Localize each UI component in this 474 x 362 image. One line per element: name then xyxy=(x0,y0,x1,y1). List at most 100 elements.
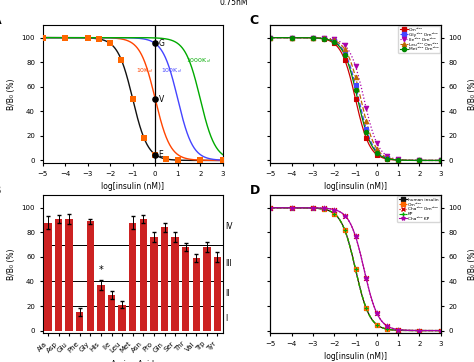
Point xyxy=(394,157,402,163)
Point xyxy=(394,157,402,163)
Point xyxy=(152,41,159,46)
Point xyxy=(383,326,391,332)
Point xyxy=(416,157,423,163)
Point xyxy=(288,35,295,41)
Point xyxy=(437,157,445,163)
Point xyxy=(373,322,381,328)
X-axis label: log[insulin (nM)]: log[insulin (nM)] xyxy=(324,352,387,361)
Point xyxy=(152,152,159,157)
Point xyxy=(319,35,327,41)
Point xyxy=(266,35,274,41)
Text: 10K$_d$: 10K$_d$ xyxy=(136,66,153,75)
Text: G: G xyxy=(159,39,164,48)
Bar xyxy=(44,223,52,331)
Point xyxy=(416,328,423,333)
Point xyxy=(330,207,338,212)
Point xyxy=(352,63,359,69)
Point xyxy=(319,36,327,42)
Point xyxy=(341,42,348,48)
Point xyxy=(362,275,370,281)
Point xyxy=(288,35,295,41)
Y-axis label: B/B₀ (%): B/B₀ (%) xyxy=(7,78,16,110)
Point xyxy=(383,153,391,159)
Point xyxy=(309,35,317,41)
Bar xyxy=(182,247,190,331)
Point xyxy=(383,326,391,332)
Point xyxy=(341,52,348,58)
Legend: Ornᴭ²⁹, Glyᴭ²⁴ Ornᴭ²⁹, Ileᴭ²⁴ Ornᴭ²⁹, Leuᴭ²⁴ Ornᴭ²⁹, Metᴭ²⁴ Ornᴭ²⁹: Ornᴭ²⁹, Glyᴭ²⁴ Ornᴭ²⁹, Ileᴭ²⁴ Ornᴭ²⁹, Le… xyxy=(398,26,440,52)
Y-axis label: B/B₀ (%): B/B₀ (%) xyxy=(467,78,474,110)
Point xyxy=(266,35,274,41)
Point xyxy=(373,140,381,146)
Point xyxy=(394,327,402,333)
Point xyxy=(309,205,317,211)
Point xyxy=(288,205,295,211)
Point xyxy=(437,157,445,163)
Point xyxy=(437,157,445,163)
Point xyxy=(39,35,46,41)
Bar xyxy=(214,257,221,331)
Point xyxy=(394,327,402,333)
Point xyxy=(330,211,338,216)
Point xyxy=(383,155,391,160)
Point xyxy=(341,227,348,233)
Point xyxy=(341,57,348,63)
Text: C: C xyxy=(250,14,259,28)
X-axis label: Amino Acid: Amino Acid xyxy=(111,360,154,362)
X-axis label: log[insulin (nM)]: log[insulin (nM)] xyxy=(101,182,164,191)
Point xyxy=(394,157,402,163)
Point xyxy=(341,227,348,233)
Point xyxy=(352,74,359,80)
Point xyxy=(266,35,274,41)
Point xyxy=(309,205,317,211)
Point xyxy=(373,149,381,155)
Point xyxy=(362,105,370,111)
Point xyxy=(373,146,381,152)
Point xyxy=(330,37,338,42)
Point xyxy=(118,57,125,63)
Text: Insulin
0.75nM: Insulin 0.75nM xyxy=(220,0,248,7)
Point xyxy=(437,157,445,163)
Text: D: D xyxy=(250,185,260,198)
Point xyxy=(416,157,423,163)
Point xyxy=(330,38,338,43)
Point xyxy=(309,35,317,41)
Point xyxy=(437,328,445,333)
Point xyxy=(341,50,348,56)
Point xyxy=(309,205,317,211)
Point xyxy=(394,156,402,162)
Point xyxy=(362,305,370,311)
Point xyxy=(129,96,137,102)
Point xyxy=(383,323,391,329)
Bar xyxy=(192,258,200,331)
Point xyxy=(330,41,338,46)
Point xyxy=(352,96,359,102)
Bar xyxy=(150,237,158,331)
Point xyxy=(163,156,170,162)
Y-axis label: B/B₀ (%): B/B₀ (%) xyxy=(7,248,16,280)
Point xyxy=(309,35,317,41)
Bar xyxy=(55,219,62,331)
Point xyxy=(266,205,274,211)
Point xyxy=(373,322,381,328)
Point xyxy=(416,328,423,333)
Point xyxy=(394,327,402,332)
Point xyxy=(266,205,274,211)
Point xyxy=(341,212,348,218)
Text: I: I xyxy=(225,314,227,323)
Point xyxy=(362,118,370,124)
Text: 100K$_d$: 100K$_d$ xyxy=(161,66,182,75)
Point xyxy=(362,129,370,135)
Point xyxy=(341,227,348,233)
Bar xyxy=(108,295,115,331)
Point xyxy=(437,328,445,333)
Point xyxy=(330,211,338,216)
Point xyxy=(84,35,91,41)
Point xyxy=(362,135,370,141)
Point xyxy=(266,205,274,211)
Point xyxy=(373,310,381,316)
Point xyxy=(152,152,159,157)
Point xyxy=(330,38,338,44)
Bar xyxy=(87,221,94,331)
Point xyxy=(152,96,159,102)
